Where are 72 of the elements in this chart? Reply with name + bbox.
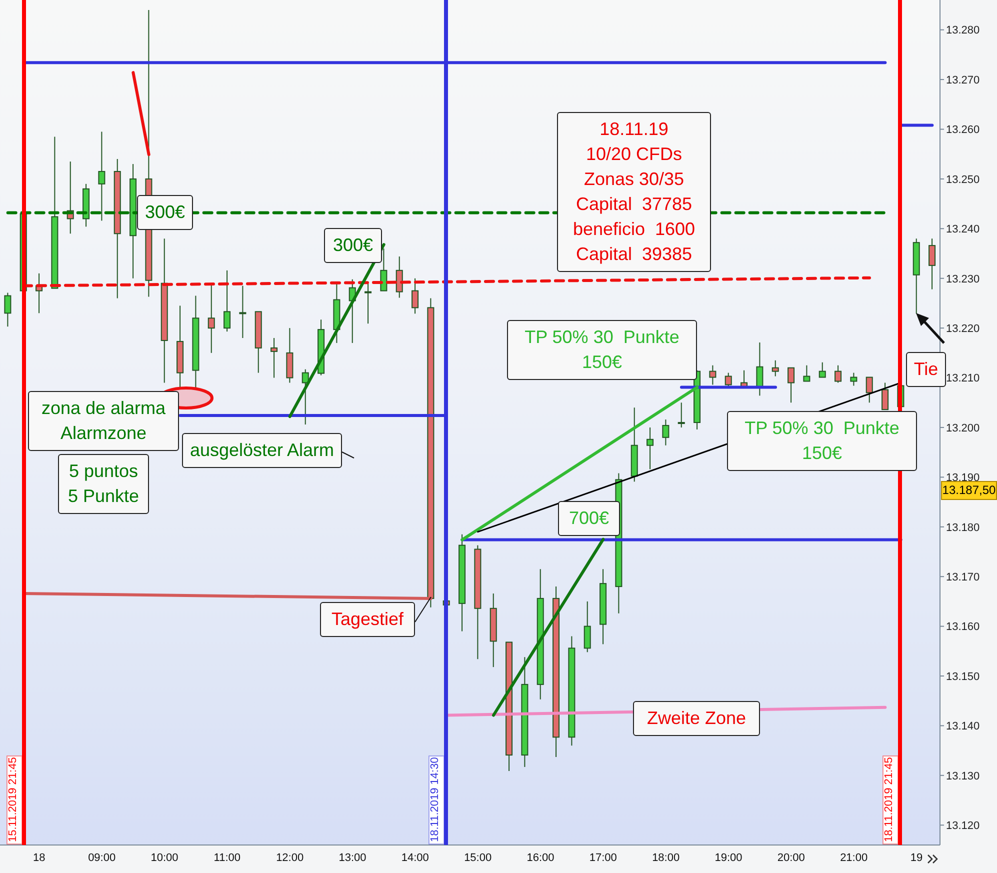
annotation: ausgelöster Alarm [182,433,342,468]
y-tick-label: 13.240 [946,224,980,236]
candlestick [98,131,106,222]
candlestick [709,364,716,386]
annotation: 15.11.2019 21:45 [7,757,19,842]
candlestick [788,367,795,404]
y-tick-label: 13.170 [946,571,980,584]
annotation: 18.11.2019 14:30 [429,757,441,842]
y-tick-label: 13.140 [946,720,980,733]
text: 13.187,50 [941,481,997,500]
x-tick-label: 19 [910,852,923,864]
y-tick-label: 13.130 [946,770,980,782]
candlestick [270,338,278,378]
candlestick [208,282,215,354]
candlestick [4,292,12,328]
candlestick [646,426,654,470]
candlestick [834,364,842,384]
candlestick [850,372,858,386]
annotation: 700€ [558,501,620,536]
y-tick-label: 13.120 [946,820,980,832]
candlestick [866,376,873,404]
y-tick-label: 13.150 [946,670,980,683]
x-tick-label: 16:00 [526,852,554,864]
annotation: Tie [906,352,946,387]
candlestick [803,364,810,382]
annotation: 18.11.2019 21:45 [883,757,895,842]
candlestick [239,285,246,338]
candlestick [772,360,779,377]
x-tick-label: 14:00 [401,852,429,864]
x-tick-label: 09:00 [88,852,116,864]
y-tick-label: 13.250 [946,174,980,186]
annotation: 300€ [137,195,193,230]
annotation: 18.11.19 10/20 CFDs Zonas 30/35 Capital 37785 beneficio 1600 Capital 39385 [557,112,711,272]
y-tick-label: 13.280 [946,24,980,37]
y-tick-label: 13.220 [946,322,980,335]
candlestick [678,402,685,428]
y-tick-label: 13.270 [946,74,980,86]
candlestick [364,281,372,324]
annotation: TP 50% 30 Punkte 150€ [507,320,697,380]
x-tick-label: 19:00 [714,852,742,864]
annotation: Tagestief [320,602,415,637]
candlestick [662,419,670,446]
x-tick-label: 11:00 [214,852,241,864]
candlestick [396,256,403,298]
annotation: Zweite Zone [633,701,760,736]
annotation: 300€ [324,228,382,263]
candlestick [380,248,388,292]
y-tick-label: 13.160 [946,621,980,634]
y-tick-label: 13.230 [946,273,980,286]
x-tick-label: 15:00 [464,852,492,864]
candlestick [224,270,231,332]
y-tick-label: 13.260 [946,124,980,136]
x-tick-label: 18 [33,852,46,864]
x-tick-label: 20:00 [777,852,805,864]
y-tick-label: 13.210 [946,372,980,385]
candlestick [412,278,419,314]
y-tick-label: 13.180 [946,522,980,534]
candlestick [882,382,889,410]
x-tick-label: 13:00 [338,852,366,864]
candlestick [724,372,732,388]
x-tick-label: 18:00 [652,852,680,864]
annotation: 5 puntos 5 Punkte [58,454,149,514]
candlestick [818,362,826,378]
x-tick-label: 17:00 [589,852,617,864]
candlestick [928,238,936,290]
x-tick-label: 10:00 [150,852,178,864]
annotation: zona de alarma Alarmzone [28,391,179,451]
candlestick [584,600,591,653]
y-tick-label: 13.200 [946,422,980,434]
x-tick-label: 12:00 [276,852,304,864]
x-tick-label: 21:00 [840,852,868,864]
annotation: TP 50% 30 Punkte 150€ [727,411,917,471]
